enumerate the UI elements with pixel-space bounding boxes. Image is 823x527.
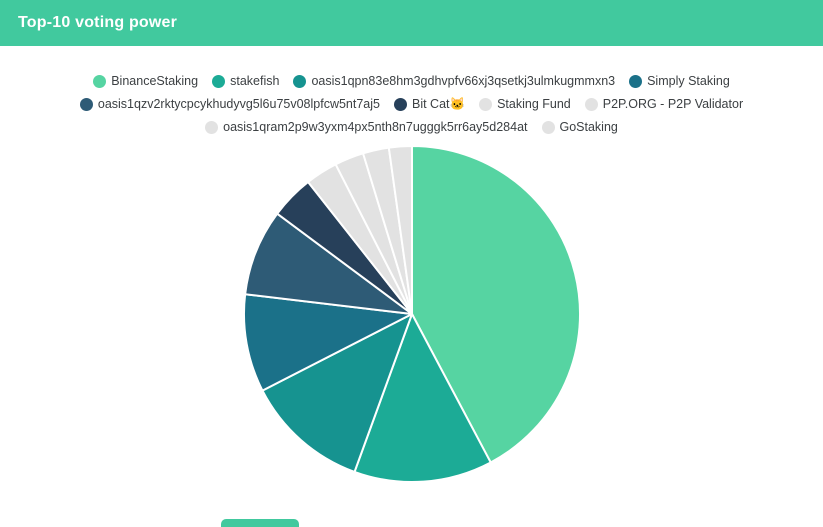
pie-slice[interactable] — [243, 212, 413, 315]
pie-slice[interactable] — [410, 144, 581, 464]
legend-item[interactable]: stakefish — [212, 74, 279, 88]
legend-dot-icon — [293, 74, 307, 88]
legend-label: Staking Fund — [497, 97, 571, 111]
legend-item[interactable]: BinanceStaking — [93, 74, 198, 88]
legend-item[interactable]: oasis1qram2p9w3yxm4px5nth8n7ugggk5rr6ay5… — [205, 120, 528, 134]
legend-dot-icon — [205, 120, 219, 134]
legend-item[interactable]: Simply Staking — [629, 74, 730, 88]
pie-slice[interactable] — [242, 293, 413, 392]
legend-row: oasis1qram2p9w3yxm4px5nth8n7ugggk5rr6ay5… — [0, 120, 823, 134]
chart-legend: BinanceStaking stakefish oasis1qpn83e8hm3g… — [0, 74, 823, 134]
legend-dot-icon — [541, 120, 555, 134]
legend-label: stakefish — [230, 74, 280, 88]
legend-dot-icon — [212, 74, 226, 88]
legend-dot-icon — [93, 74, 107, 88]
legend-row: BinanceStaking stakefish oasis1qpn83e8hm3g… — [0, 74, 823, 88]
legend-label: oasis1qram2p9w3yxm4px5nth8n7ugggk5rr6ay5… — [223, 120, 528, 134]
legend-dot-icon — [629, 74, 643, 88]
legend-row: oasis1qzv2rktycpcykhudyvg5l6u75v08lpfcw5… — [0, 97, 823, 111]
legend-dot-icon — [584, 97, 598, 111]
legend-dot-icon — [79, 97, 93, 111]
pie-slice[interactable] — [387, 144, 413, 315]
card-header: Top-10 voting power — [0, 0, 823, 46]
pie-chart[interactable] — [241, 143, 583, 485]
legend-label: oasis1qpn83e8hm3gdhvpfv66xj3qsetkj3ulmku… — [311, 74, 616, 88]
legend-item[interactable]: Bit Cat🐱 — [394, 97, 465, 111]
legend-dot-icon — [394, 97, 407, 111]
legend-label: GoStaking — [559, 120, 618, 134]
pie-slice[interactable] — [260, 313, 413, 473]
legend-label: oasis1qzv2rktycpcykhudyvg5l6u75v08lpfcw5… — [97, 97, 380, 111]
legend-label: P2P.ORG - P2P Validator — [602, 97, 744, 111]
legend-label: BinanceStaking — [111, 74, 199, 88]
legend-label: Simply Staking — [647, 74, 730, 88]
legend-dot-icon — [479, 97, 493, 111]
legend-item[interactable]: oasis1qpn83e8hm3gdhvpfv66xj3qsetkj3ulmku… — [293, 74, 615, 88]
legend-item[interactable]: P2P.ORG - P2P Validator — [584, 97, 744, 111]
next-section-peek — [221, 519, 299, 527]
pie-slice[interactable] — [353, 313, 492, 484]
legend-label: Bit Cat🐱 — [412, 97, 466, 111]
legend-item[interactable]: Staking Fund — [479, 97, 571, 111]
legend-item[interactable]: GoStaking — [541, 120, 618, 134]
chart-area: BinanceStaking stakefish oasis1qpn83e8hm3g… — [0, 46, 823, 485]
page-title: Top-10 voting power — [18, 14, 178, 31]
legend-item[interactable]: oasis1qzv2rktycpcykhudyvg5l6u75v08lpfcw5… — [79, 97, 380, 111]
